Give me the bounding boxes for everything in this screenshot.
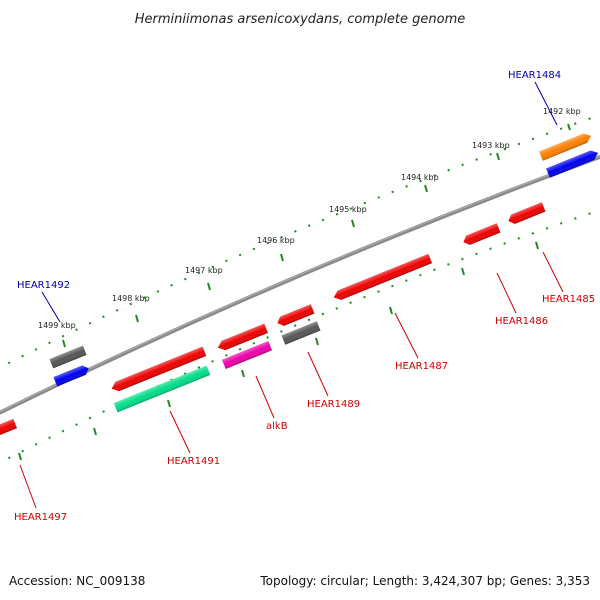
leader-lines — [19, 81, 564, 509]
genome-backbone — [0, 154, 600, 415]
kbp-label: 1497 kbp — [185, 266, 223, 275]
gene-arrow-hear1497[interactable] — [0, 418, 17, 439]
kbp-label: 1499 kbp — [38, 321, 76, 330]
kbp-label: 1492 kbp — [543, 107, 581, 116]
gene-label[interactable]: HEAR1485 — [542, 294, 595, 305]
major-ticks-inner — [18, 241, 539, 461]
gene-arrow-hear1491[interactable] — [113, 365, 211, 413]
gene-arrow-alkb[interactable] — [221, 340, 273, 370]
kbp-label: 1493 kbp — [472, 141, 510, 150]
gene-arrow-hear1486[interactable] — [462, 223, 501, 247]
map-title: Herminiimonas arsenicoxydans, complete g… — [135, 12, 465, 27]
major-ticks-outer — [62, 123, 571, 348]
genome-backbone-highlight — [0, 155, 600, 413]
gene-box-gray-top[interactable] — [49, 345, 87, 369]
gene-arrow-hear1492[interactable] — [53, 364, 90, 387]
gene-label[interactable]: alkB — [266, 421, 288, 432]
kbp-label: 1498 kbp — [112, 294, 150, 303]
accession-text: Accession: NC_009138 — [9, 574, 146, 588]
gene-arrow-hear1485[interactable] — [507, 202, 546, 226]
gene-arrow-hear1490[interactable] — [216, 323, 268, 353]
gene-arrow-hear1484-top[interactable] — [539, 131, 593, 161]
plus-strand-features — [49, 131, 600, 387]
gene-label[interactable]: HEAR1486 — [495, 316, 548, 327]
topology-text: Topology: circular; Length: 3,424,307 bp… — [260, 574, 590, 588]
gene-label[interactable]: HEAR1489 — [307, 399, 360, 410]
gene-arrow-hear1484[interactable] — [546, 148, 600, 178]
gene-label[interactable]: HEAR1491 — [167, 456, 220, 467]
gene-arrow-hear1488[interactable] — [276, 304, 315, 328]
gene-label[interactable]: HEAR1484 — [508, 70, 561, 81]
kbp-label: 1494 kbp — [401, 173, 439, 182]
minus-strand-features — [0, 202, 546, 439]
gene-label[interactable]: HEAR1487 — [395, 361, 448, 372]
gene-box-gray-bottom[interactable] — [281, 321, 321, 345]
gene-arrow-hear1487[interactable] — [332, 253, 433, 302]
gene-label[interactable]: HEAR1497 — [14, 512, 67, 523]
kbp-label: 1496 kbp — [257, 236, 295, 245]
gene-arrow-hear1491-top[interactable] — [110, 346, 207, 394]
kbp-label: 1495 kbp — [329, 205, 367, 214]
gene-label[interactable]: HEAR1492 — [17, 280, 70, 291]
